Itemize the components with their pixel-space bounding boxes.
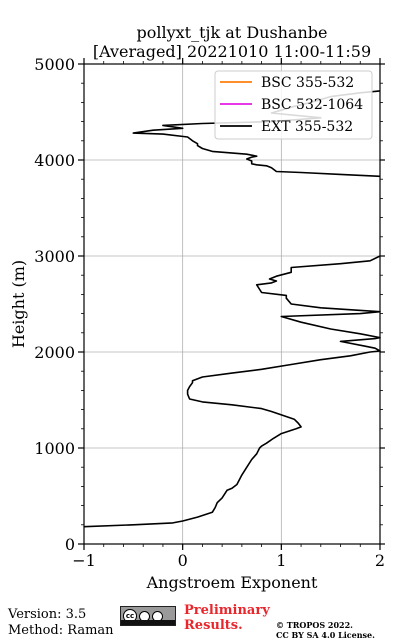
legend-label: BSC 532-1064	[261, 97, 363, 113]
x-tick-label: 2	[375, 551, 385, 570]
chart-subtitle: [Averaged] 20221010 11:00-11:59	[93, 42, 371, 61]
y-tick-label: 2000	[34, 343, 75, 362]
x-tick-label: 1	[276, 551, 286, 570]
y-tick-label: 1000	[34, 439, 75, 458]
legend-label: BSC 355-532	[261, 75, 354, 91]
y-tick-label: 4000	[34, 151, 75, 170]
cc-license-badge: cc	[120, 606, 176, 626]
series-lines	[83, 90, 381, 528]
chart-title: pollyxt_tjk at Dushanbe	[136, 23, 327, 42]
copyright-notice: © TROPOS 2022. CC BY SA 4.0 License.	[276, 620, 375, 640]
x-axis-label: Angstroem Exponent	[146, 573, 318, 592]
y-tick-label: 0	[65, 535, 75, 554]
legend: BSC 355-532 BSC 532-1064 EXT 355-532	[214, 70, 373, 140]
series-line	[83, 255, 381, 528]
legend-box	[214, 70, 373, 140]
x-tick-label: 0	[178, 551, 188, 570]
preliminary-line-1: Preliminary	[184, 603, 270, 618]
y-tick-label: 3000	[34, 247, 75, 266]
x-tick-label: −1	[72, 551, 96, 570]
chart-canvas: pollyxt_tjk at Dushanbe [Averaged] 20221…	[9, 23, 385, 592]
plot-frame	[83, 63, 381, 545]
version-text: Version: 3.5	[8, 607, 87, 622]
legend-label: EXT 355-532	[261, 119, 353, 135]
y-axis-label: Height (m)	[9, 260, 28, 348]
copyright-line-1: © TROPOS 2022.	[276, 620, 353, 630]
copyright-line-2: CC BY SA 4.0 License.	[276, 630, 375, 640]
y-tick-label: 5000	[34, 55, 75, 74]
preliminary-line-2: Results.	[184, 618, 243, 633]
badge-bar	[121, 620, 175, 625]
method-text: Method: Raman	[8, 623, 114, 638]
footer-info: Version: 3.5 Method: Raman	[8, 607, 114, 639]
preliminary-notice: Preliminary Results.	[184, 603, 270, 633]
